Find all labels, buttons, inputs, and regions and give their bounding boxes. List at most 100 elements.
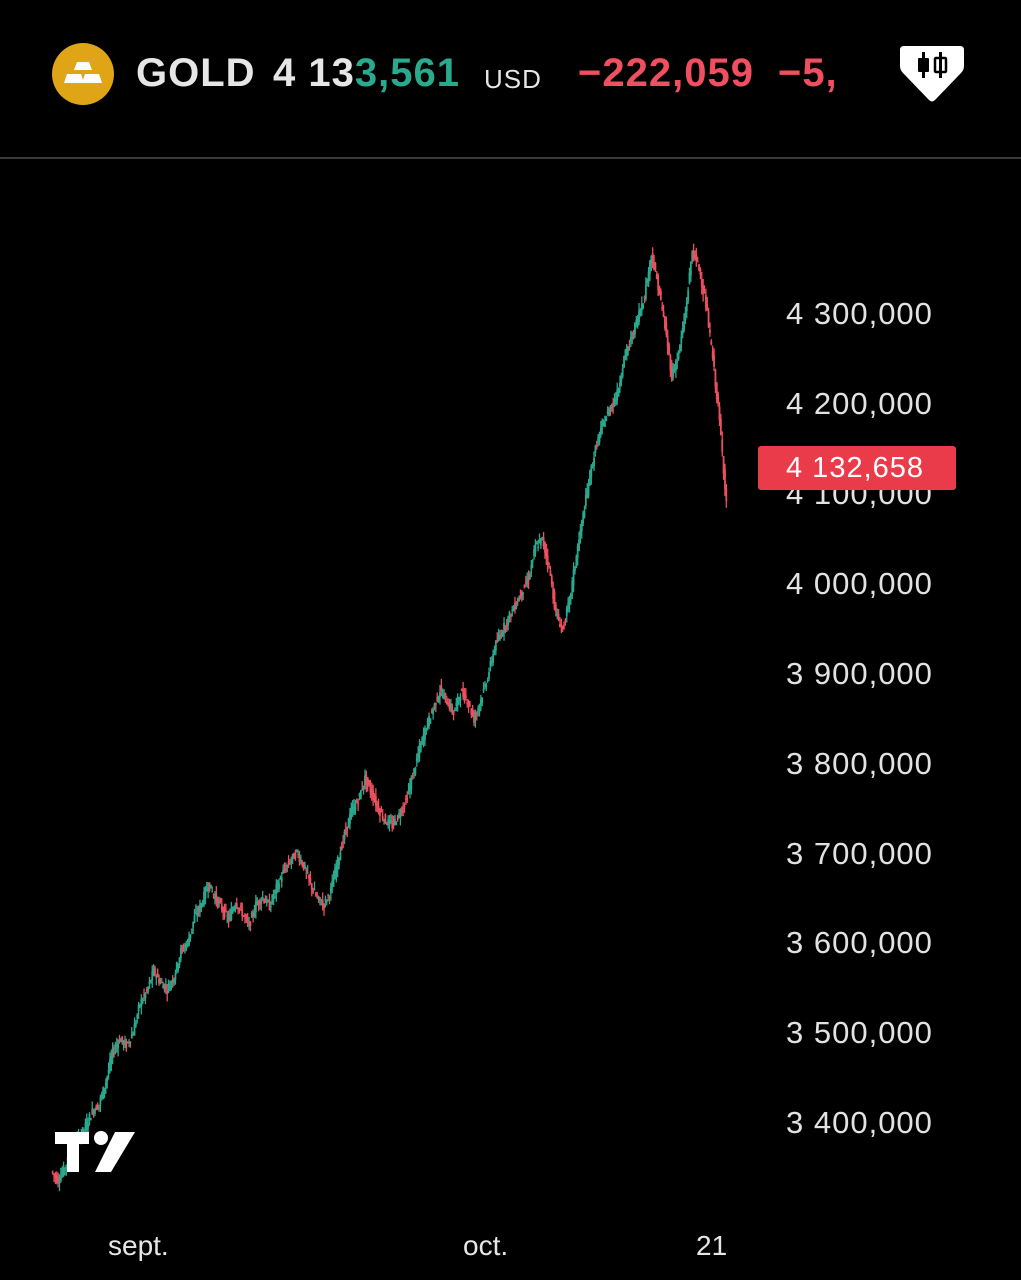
candle-body bbox=[55, 1175, 58, 1183]
change-percent: −5, bbox=[777, 51, 838, 95]
candle-body bbox=[178, 957, 181, 965]
candle-body bbox=[192, 921, 195, 928]
symbol-name[interactable]: GOLD bbox=[136, 51, 256, 95]
candle-body bbox=[152, 967, 155, 976]
candle-body bbox=[636, 317, 639, 327]
candle-body bbox=[351, 807, 354, 810]
candle-body bbox=[439, 692, 441, 697]
x-tick-label: 21 bbox=[696, 1230, 728, 1261]
candle-body bbox=[139, 1004, 141, 1007]
candle-body bbox=[189, 934, 192, 939]
candle-body bbox=[565, 608, 568, 617]
candle-body bbox=[342, 840, 345, 842]
candle-body bbox=[244, 914, 246, 918]
candle-body bbox=[53, 1173, 55, 1175]
y-tick-label: 3 800,000 bbox=[786, 746, 933, 781]
candle-body bbox=[294, 853, 297, 859]
candle-body bbox=[205, 888, 208, 891]
candle-body bbox=[280, 877, 283, 882]
candle-body bbox=[349, 813, 351, 824]
candle-body bbox=[245, 916, 248, 918]
candle-body bbox=[455, 703, 458, 706]
candle-body bbox=[612, 403, 615, 406]
candle-body bbox=[143, 994, 145, 996]
candle-body bbox=[207, 888, 210, 892]
candle-body bbox=[368, 780, 370, 785]
candle-body bbox=[613, 399, 616, 404]
candle-body bbox=[265, 898, 268, 904]
candle-body bbox=[293, 853, 295, 859]
candle-body bbox=[297, 853, 300, 855]
candle-body bbox=[533, 549, 535, 556]
candle-body bbox=[128, 1042, 130, 1044]
candle-body bbox=[338, 858, 340, 866]
candle-body bbox=[299, 860, 302, 862]
candle-body bbox=[434, 702, 437, 706]
candle-body bbox=[62, 1165, 65, 1176]
candle-body bbox=[261, 897, 264, 899]
candle-body bbox=[106, 1076, 109, 1082]
candle-body bbox=[167, 984, 170, 986]
candle-body bbox=[61, 1171, 64, 1176]
candle-body bbox=[350, 808, 353, 818]
candle-body bbox=[654, 263, 657, 271]
candle-body bbox=[422, 734, 425, 744]
candle-body bbox=[256, 902, 259, 905]
candle-body bbox=[719, 418, 722, 436]
candle-body bbox=[664, 316, 666, 329]
candle-body bbox=[365, 774, 368, 786]
candle-body bbox=[493, 649, 496, 654]
candle-body bbox=[212, 894, 215, 896]
candle-body bbox=[441, 695, 444, 697]
candle-body bbox=[383, 819, 385, 821]
candle-body bbox=[448, 702, 451, 710]
candle-body bbox=[661, 306, 664, 310]
candle-body bbox=[336, 857, 339, 870]
candle-body bbox=[481, 698, 484, 703]
candle-body bbox=[414, 767, 417, 774]
candle-body bbox=[460, 689, 463, 692]
candle-body bbox=[685, 301, 688, 312]
candlestick-icon[interactable] bbox=[896, 42, 968, 106]
candle-body bbox=[530, 564, 533, 571]
candle-body bbox=[193, 915, 196, 923]
candle-body bbox=[381, 815, 384, 820]
candle-body bbox=[643, 297, 646, 299]
candle-body bbox=[523, 584, 526, 588]
candle-body bbox=[317, 896, 320, 898]
candle-body bbox=[181, 947, 184, 949]
candle-body bbox=[355, 801, 358, 803]
candle-body bbox=[104, 1082, 107, 1087]
candle-body bbox=[681, 327, 684, 334]
candle-body bbox=[316, 896, 319, 898]
candle-body bbox=[394, 818, 396, 822]
candle-body bbox=[489, 661, 492, 667]
candle-body bbox=[421, 737, 424, 743]
candle-body bbox=[380, 810, 383, 812]
candle-body bbox=[234, 904, 237, 909]
candle-body bbox=[699, 268, 702, 275]
candle-body bbox=[219, 899, 222, 903]
candle-body bbox=[308, 874, 310, 879]
candle-body bbox=[477, 708, 480, 712]
candle-body bbox=[332, 878, 335, 887]
candle-body bbox=[428, 716, 430, 727]
candle-body bbox=[514, 603, 516, 610]
candle-body bbox=[526, 580, 529, 584]
candle-body bbox=[602, 420, 605, 423]
candle-body bbox=[387, 819, 390, 825]
candle-body bbox=[688, 272, 691, 284]
candle-body bbox=[549, 570, 552, 576]
candle-body bbox=[464, 695, 467, 699]
candle-body bbox=[635, 319, 638, 324]
candle-body bbox=[709, 329, 711, 333]
candle-body bbox=[634, 322, 636, 335]
candle-body bbox=[458, 697, 460, 702]
candle-body bbox=[624, 350, 627, 358]
candle-body bbox=[470, 708, 473, 715]
candle-body bbox=[241, 909, 244, 917]
candle-body bbox=[443, 694, 445, 699]
candle-body bbox=[282, 869, 285, 873]
candle-body bbox=[496, 640, 499, 642]
candle-body bbox=[515, 605, 518, 609]
